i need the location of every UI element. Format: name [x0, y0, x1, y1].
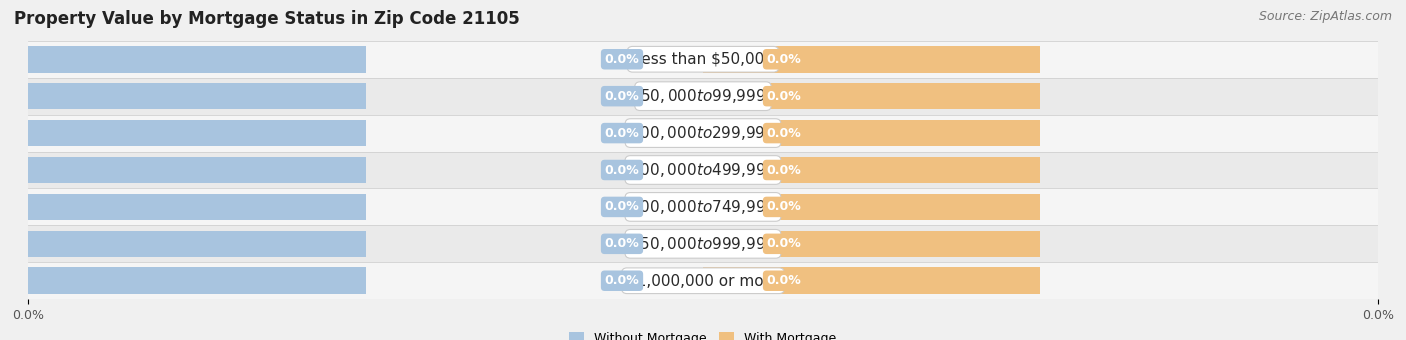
Text: $50,000 to $99,999: $50,000 to $99,999	[640, 87, 766, 105]
Text: 0.0%: 0.0%	[605, 200, 640, 214]
Bar	[28, 152, 1378, 188]
Text: Source: ZipAtlas.com: Source: ZipAtlas.com	[1258, 10, 1392, 23]
Text: 0.0%: 0.0%	[605, 53, 640, 66]
Bar	[28, 157, 366, 183]
Text: Less than $50,000: Less than $50,000	[633, 52, 773, 67]
Bar	[28, 120, 366, 147]
Text: 0.0%: 0.0%	[605, 237, 640, 250]
Bar	[28, 115, 1378, 152]
Bar	[28, 268, 366, 294]
Legend: Without Mortgage, With Mortgage: Without Mortgage, With Mortgage	[564, 327, 842, 340]
Text: 0.0%: 0.0%	[605, 90, 640, 103]
Bar	[703, 83, 1040, 109]
Bar	[703, 157, 1040, 183]
Text: 0.0%: 0.0%	[766, 237, 801, 250]
Bar	[703, 193, 1040, 220]
Text: 0.0%: 0.0%	[766, 90, 801, 103]
Bar	[703, 268, 1040, 294]
Bar	[28, 41, 1378, 78]
Bar	[28, 83, 366, 109]
Text: $100,000 to $299,999: $100,000 to $299,999	[630, 124, 776, 142]
Text: $500,000 to $749,999: $500,000 to $749,999	[630, 198, 776, 216]
Bar	[28, 78, 1378, 115]
Text: 0.0%: 0.0%	[766, 164, 801, 176]
Text: $1,000,000 or more: $1,000,000 or more	[627, 273, 779, 288]
Text: 0.0%: 0.0%	[766, 126, 801, 140]
Bar	[28, 231, 366, 257]
Bar	[28, 262, 1378, 299]
Bar	[28, 225, 1378, 262]
Text: 0.0%: 0.0%	[605, 274, 640, 287]
Bar	[703, 46, 1040, 72]
Text: 0.0%: 0.0%	[605, 164, 640, 176]
Bar	[28, 46, 366, 72]
Text: $300,000 to $499,999: $300,000 to $499,999	[630, 161, 776, 179]
Text: 0.0%: 0.0%	[766, 200, 801, 214]
Bar	[703, 120, 1040, 147]
Bar	[28, 188, 1378, 225]
Text: 0.0%: 0.0%	[605, 126, 640, 140]
Text: Property Value by Mortgage Status in Zip Code 21105: Property Value by Mortgage Status in Zip…	[14, 10, 520, 28]
Text: $750,000 to $999,999: $750,000 to $999,999	[630, 235, 776, 253]
Text: 0.0%: 0.0%	[766, 274, 801, 287]
Text: 0.0%: 0.0%	[766, 53, 801, 66]
Bar	[703, 231, 1040, 257]
Bar	[28, 193, 366, 220]
